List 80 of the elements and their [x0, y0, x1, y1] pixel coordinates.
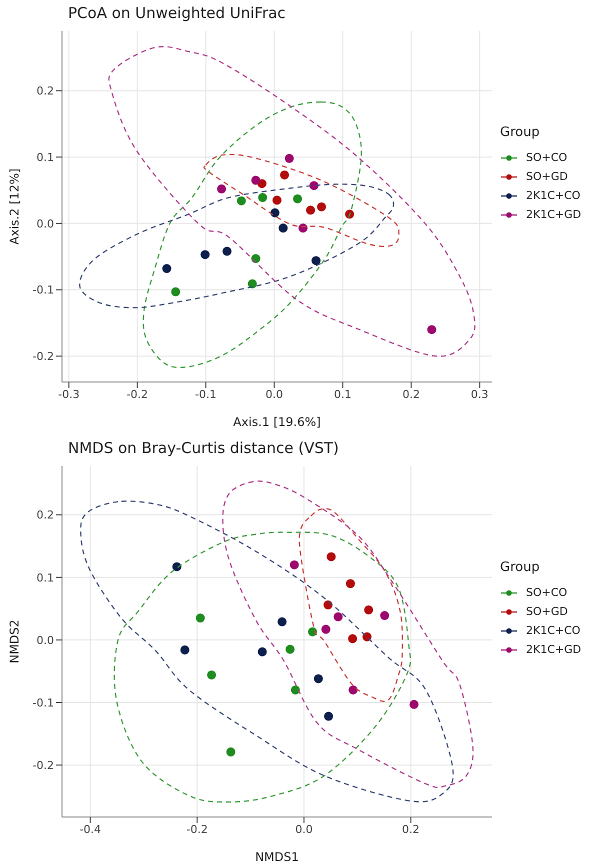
legend-label: SO+CO [526, 151, 568, 164]
point [410, 700, 419, 709]
point [312, 256, 321, 266]
point [278, 617, 287, 626]
point [286, 644, 295, 654]
y-tick-label: 0.2 [36, 508, 54, 522]
point [248, 279, 257, 288]
point [196, 614, 205, 623]
point [251, 176, 260, 185]
chart-title: PCoA on Unweighted UniFrac [68, 4, 286, 22]
x-tick-label: 0.2 [402, 388, 420, 401]
point [258, 193, 268, 202]
point [324, 600, 333, 610]
point [316, 202, 326, 212]
point [251, 254, 260, 264]
x-tick-label: -0.2 [186, 822, 208, 836]
point [290, 685, 300, 694]
point [180, 645, 190, 654]
point [162, 264, 172, 274]
point [380, 611, 390, 620]
chart-title: NMDS on Bray-Curtis distance (VST) [68, 439, 339, 457]
x-axis-title: NMDS1 [255, 850, 299, 864]
y-tick-label: 0.1 [36, 571, 54, 584]
point [207, 670, 216, 680]
x-tick-label: -0.3 [58, 388, 80, 401]
point [226, 747, 236, 756]
y-axis-title: NMDS2 [7, 620, 22, 664]
point [427, 325, 436, 334]
point [324, 712, 334, 721]
y-tick-label: 0.0 [36, 217, 54, 230]
point [200, 250, 210, 260]
y-tick-label: 0.0 [36, 634, 54, 647]
x-axis-title: Axis.1 [19.6%] [233, 415, 321, 429]
point [272, 196, 282, 205]
y-tick-label: 0.1 [36, 150, 54, 164]
legend-label: 2K1C+GD [526, 208, 582, 221]
point [290, 560, 299, 570]
point [345, 210, 354, 219]
legend-label: SO+GD [526, 170, 568, 183]
point [293, 194, 302, 204]
point [348, 685, 358, 694]
point [278, 224, 288, 233]
x-tick-label: 0.0 [266, 388, 284, 401]
point [326, 552, 336, 562]
legend-label: 2K1C+GD [526, 643, 582, 656]
point [284, 154, 294, 163]
y-tick-label: -0.1 [32, 696, 54, 710]
legend-label: 2K1C+CO [526, 189, 580, 202]
y-tick-label: -0.2 [32, 350, 54, 364]
point [346, 579, 355, 588]
point [321, 624, 330, 634]
y-axis-title: Axis.2 [12%] [7, 168, 22, 245]
point [270, 208, 280, 218]
point [314, 674, 323, 684]
point [222, 246, 232, 256]
x-tick-label: -0.2 [126, 388, 148, 401]
point [308, 627, 318, 636]
point [280, 170, 290, 180]
x-tick-label: -0.4 [80, 822, 102, 836]
x-tick-label: 0.0 [295, 822, 313, 836]
x-tick-label: 0.2 [402, 822, 420, 836]
point [171, 287, 180, 296]
point [236, 196, 246, 206]
legend-title: Group [500, 125, 541, 140]
x-tick-label: 0.3 [470, 388, 488, 401]
legend-label: 2K1C+CO [526, 624, 580, 637]
legend-label: SO+GD [526, 605, 568, 618]
point [306, 206, 316, 215]
point [258, 647, 267, 656]
y-tick-label: -0.1 [32, 284, 54, 297]
point [364, 605, 374, 614]
x-tick-label: 0.1 [334, 388, 352, 401]
point [334, 612, 343, 622]
point [348, 634, 358, 644]
y-tick-label: -0.2 [32, 758, 54, 772]
legend-title: Group [500, 560, 541, 575]
point [217, 184, 226, 194]
x-tick-label: -0.1 [195, 388, 217, 401]
y-tick-label: 0.2 [36, 84, 54, 98]
legend-label: SO+CO [526, 586, 568, 599]
